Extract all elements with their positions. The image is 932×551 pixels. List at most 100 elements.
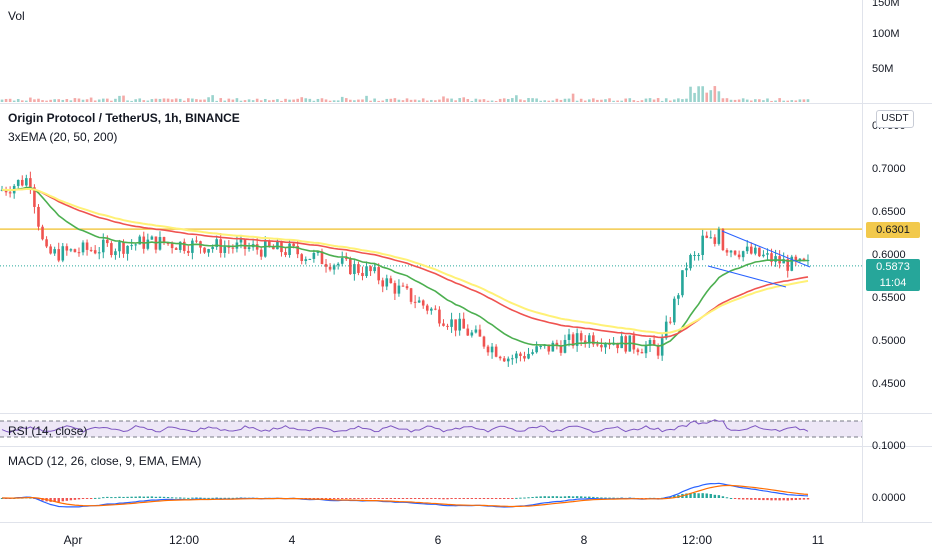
volume-bar	[243, 100, 247, 102]
time-axis-label: 8	[580, 533, 588, 547]
candle	[25, 178, 28, 186]
candle	[802, 258, 806, 261]
volume-bar	[251, 100, 255, 102]
volume-bar	[519, 99, 522, 102]
candle	[365, 266, 368, 277]
volume-bar	[774, 100, 777, 102]
volume-bar	[12, 100, 16, 102]
volume-bar	[555, 98, 559, 102]
candle	[673, 298, 676, 323]
macd-histogram-bar	[166, 496, 170, 498]
pane-divider[interactable]	[0, 103, 932, 104]
macd-histogram-bar	[89, 498, 93, 499]
candle	[336, 263, 340, 266]
volume-bar	[268, 100, 271, 102]
pane-divider[interactable]	[0, 446, 932, 447]
candle	[170, 243, 174, 249]
currency-button[interactable]: USDT	[876, 110, 914, 128]
volume-bar	[762, 100, 765, 102]
candle	[126, 245, 129, 254]
candle	[81, 242, 85, 253]
macd-histogram-bar	[721, 496, 725, 498]
rsi-series	[0, 419, 862, 438]
candle	[458, 318, 461, 331]
candle	[417, 300, 421, 303]
volume-bar	[312, 100, 316, 102]
volume-bar	[324, 99, 328, 102]
rsi-pane-title[interactable]: RSI (14, close)	[8, 424, 88, 438]
candle	[397, 285, 401, 294]
candle	[308, 258, 312, 260]
macd-histogram-bar	[73, 498, 77, 500]
macd-histogram-bar	[231, 497, 235, 499]
macd-histogram-bar	[442, 498, 445, 500]
macd-histogram-bar	[543, 496, 546, 498]
volume-bar	[486, 100, 490, 102]
symbol-title[interactable]: Origin Protocol / TetherUS, 1h, BINANCE	[8, 111, 240, 125]
macd-histogram-bar	[114, 497, 117, 499]
macd-histogram-bar	[130, 496, 133, 498]
indicator-title[interactable]: 3xEMA (20, 50, 200)	[8, 130, 118, 144]
macd-histogram-bar	[195, 497, 198, 499]
volume-bar	[782, 100, 785, 102]
macd-histogram-bar	[498, 498, 502, 499]
volume-bar	[361, 99, 364, 102]
volume-bar	[33, 99, 36, 102]
macd-histogram-bar	[458, 498, 461, 499]
candle	[191, 240, 194, 253]
volume-bar	[41, 100, 44, 102]
candle	[389, 278, 393, 284]
chart-canvas[interactable]	[0, 0, 932, 522]
volume-bar	[223, 100, 227, 102]
volume-bar	[612, 100, 615, 102]
volume-bar	[146, 100, 150, 102]
volume-bar	[660, 100, 664, 102]
macd-histogram-bar	[357, 498, 360, 499]
candle	[652, 340, 656, 346]
macd-pane-title[interactable]: MACD (12, 26, close, 9, EMA, EMA)	[8, 454, 202, 468]
macd-histogram-bar	[158, 496, 162, 498]
candle	[268, 240, 271, 247]
macd-histogram-bar	[422, 498, 425, 499]
candle	[304, 259, 308, 261]
macd-histogram-bar	[725, 497, 729, 499]
volume-bar	[502, 98, 506, 102]
volume-bar	[628, 98, 632, 102]
candle	[770, 253, 773, 262]
macd-histogram-bar	[215, 497, 218, 499]
volume-bar	[199, 99, 202, 102]
volume-bar	[215, 100, 218, 102]
time-axis[interactable]: Apr 12:00 4 6 8 12:00 11	[0, 522, 932, 551]
candle	[693, 255, 696, 256]
alert-price-badge[interactable]: 0.6301	[866, 222, 920, 238]
candle	[583, 340, 587, 344]
macd-histogram-bar	[762, 498, 765, 501]
candle	[328, 266, 332, 270]
volume-bar	[25, 100, 28, 102]
macd-histogram-bar	[697, 493, 700, 498]
volume-bar	[405, 98, 409, 102]
volume-bar	[644, 98, 648, 102]
volume-bar	[571, 93, 575, 102]
macd-histogram-bar	[802, 498, 806, 500]
candle	[89, 249, 93, 251]
candle	[377, 267, 380, 281]
macd-histogram-bar	[146, 496, 150, 498]
candle	[790, 256, 794, 271]
volume-bar	[308, 98, 312, 102]
volume-bar	[413, 99, 417, 102]
candle	[61, 246, 65, 261]
candle	[648, 340, 652, 346]
volume-bar	[498, 98, 502, 102]
volume-bar	[745, 99, 749, 102]
macd-histogram-bar	[102, 497, 105, 499]
volume-bar	[438, 99, 441, 102]
candle	[502, 358, 506, 362]
pane-divider[interactable]	[0, 413, 932, 414]
volume-bar	[328, 100, 332, 102]
candle	[620, 336, 623, 349]
volume-bar	[770, 100, 773, 102]
volume-bar	[531, 98, 534, 102]
candle	[178, 241, 182, 250]
volume-bar	[292, 99, 295, 102]
